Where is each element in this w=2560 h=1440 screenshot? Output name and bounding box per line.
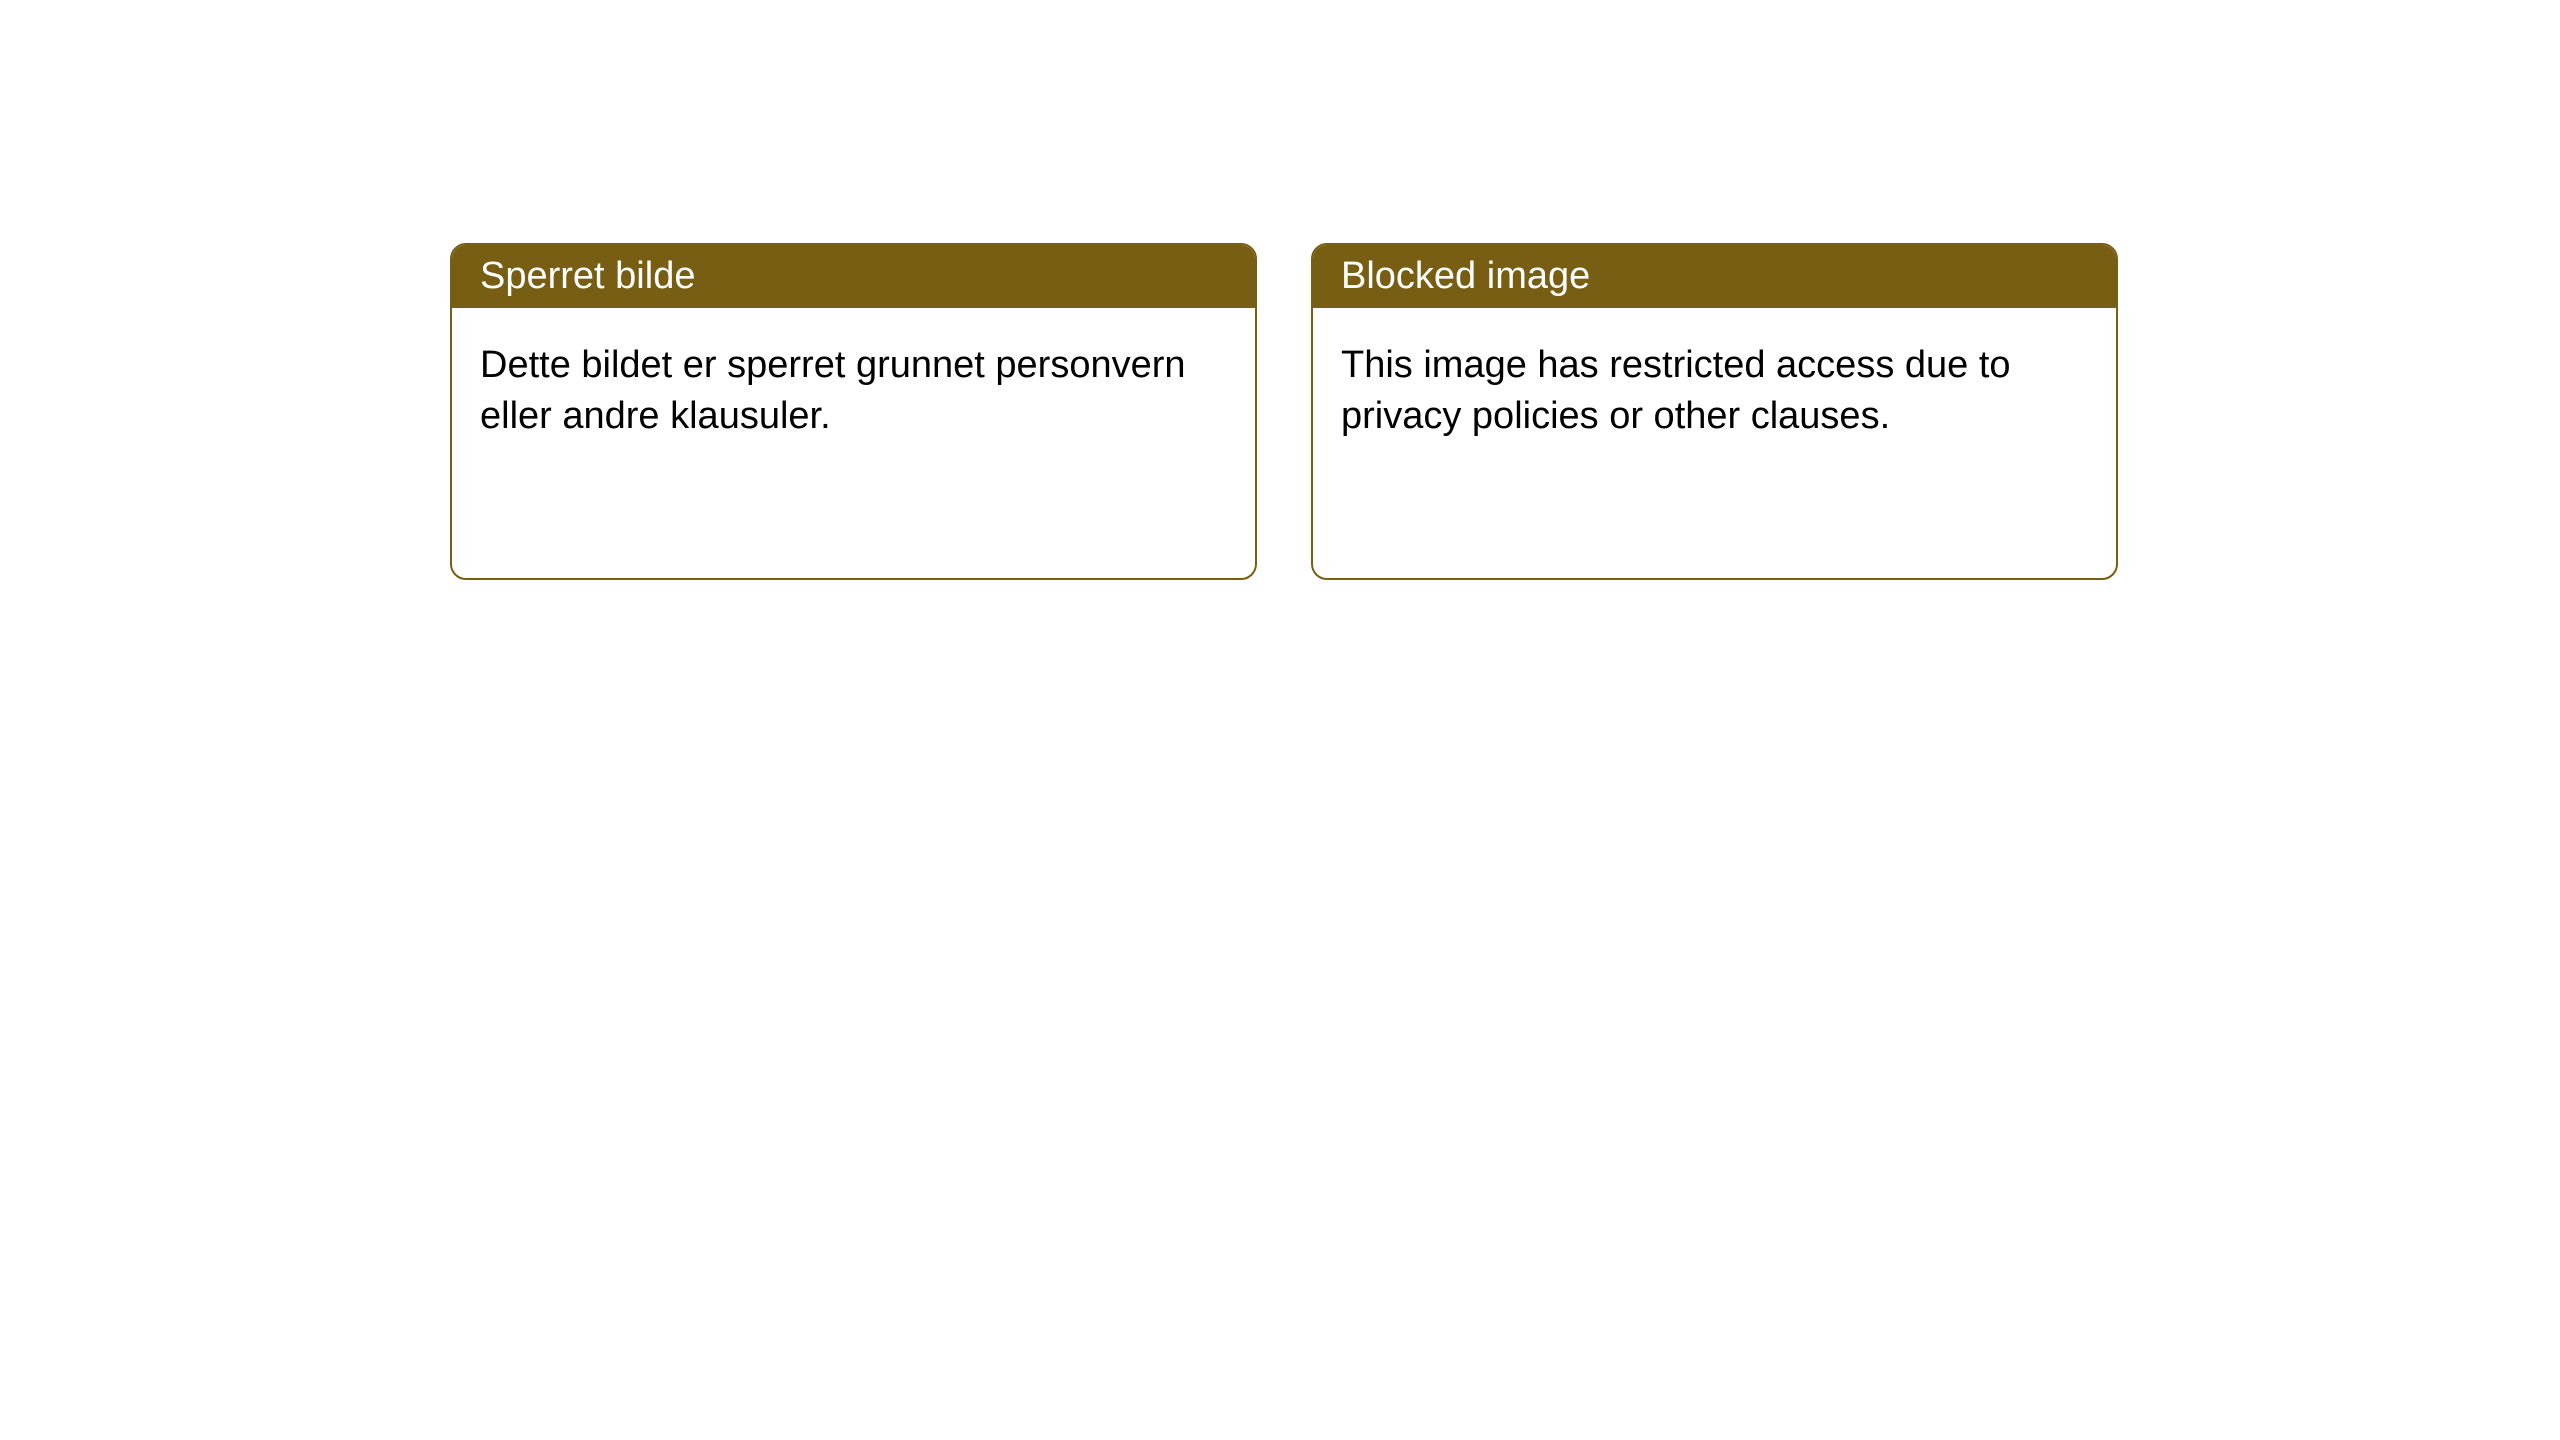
card-header: Sperret bilde: [452, 245, 1255, 308]
card-message: This image has restricted access due to …: [1341, 344, 2011, 437]
notice-card-english: Blocked image This image has restricted …: [1311, 243, 2118, 580]
card-body: Dette bildet er sperret grunnet personve…: [452, 308, 1255, 475]
card-title: Sperret bilde: [480, 255, 695, 297]
card-title: Blocked image: [1341, 255, 1590, 297]
notice-card-norwegian: Sperret bilde Dette bildet er sperret gr…: [450, 243, 1257, 580]
card-body: This image has restricted access due to …: [1313, 308, 2116, 475]
notice-container: Sperret bilde Dette bildet er sperret gr…: [0, 0, 2560, 580]
card-header: Blocked image: [1313, 245, 2116, 308]
card-message: Dette bildet er sperret grunnet personve…: [480, 344, 1186, 437]
